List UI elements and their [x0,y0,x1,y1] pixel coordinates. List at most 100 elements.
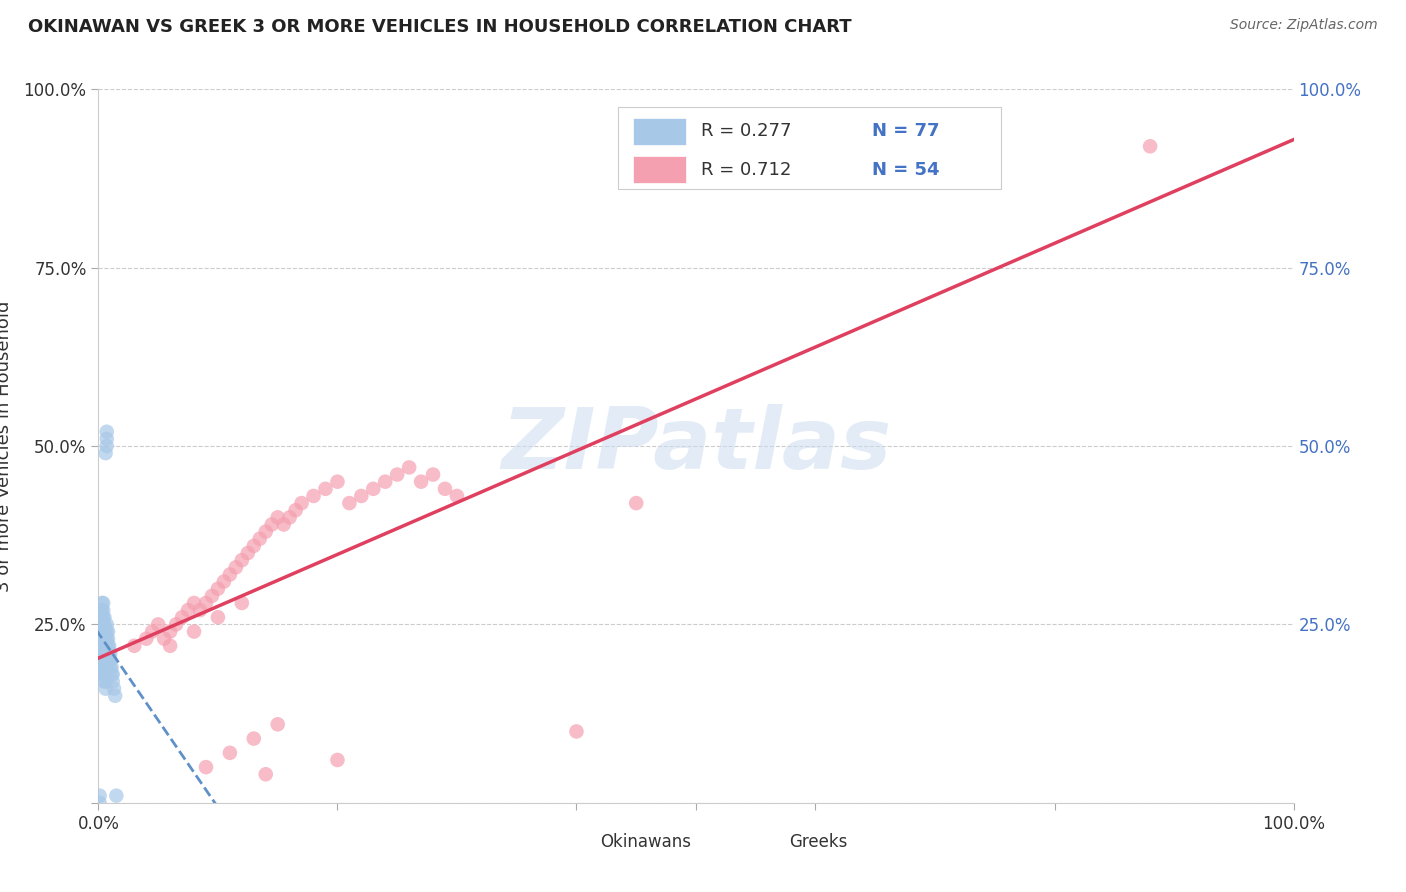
Point [565,724,588,739]
Point [1139,139,1161,153]
Point [105,789,128,803]
Point [91,603,114,617]
Point [89,632,111,646]
Point [260,517,283,532]
Point [101,667,124,681]
Text: Okinawans: Okinawans [600,833,692,851]
Point [94,653,117,667]
Point [89,646,111,660]
Point [104,689,127,703]
Point [90,653,112,667]
Point [231,553,253,567]
Point [249,532,271,546]
FancyBboxPatch shape [633,118,686,145]
Point [94,674,117,689]
Point [91,610,114,624]
Point [91,639,114,653]
Point [94,660,117,674]
Point [93,667,115,681]
Point [434,482,457,496]
Point [90,603,112,617]
Point [90,624,112,639]
Point [98,653,122,667]
Point [98,653,121,667]
Point [195,760,218,774]
Point [207,582,229,596]
Text: OKINAWAN VS GREEK 3 OR MORE VEHICLES IN HOUSEHOLD CORRELATION CHART: OKINAWAN VS GREEK 3 OR MORE VEHICLES IN … [28,18,852,36]
Point [188,603,211,617]
Point [243,731,266,746]
Point [96,632,118,646]
Point [101,674,124,689]
Point [183,624,205,639]
Point [326,475,349,489]
Point [97,624,120,639]
Point [91,653,114,667]
Point [446,489,468,503]
Point [100,660,122,674]
Point [291,496,314,510]
Point [96,639,118,653]
Point [165,617,187,632]
Point [93,624,115,639]
Point [94,639,117,653]
Point [93,660,115,674]
Point [236,546,259,560]
Point [195,596,218,610]
Point [96,617,118,632]
Point [93,653,115,667]
Point [91,603,114,617]
Point [97,632,120,646]
Point [91,660,114,674]
Point [273,517,295,532]
Point [219,567,242,582]
Point [124,639,146,653]
Point [100,667,122,681]
Text: N = 54: N = 54 [872,161,939,178]
Point [254,767,277,781]
Text: R = 0.712: R = 0.712 [700,161,792,178]
Point [97,639,120,653]
Point [94,646,117,660]
Point [94,681,117,696]
Point [219,746,242,760]
Point [91,596,114,610]
Point [267,717,290,731]
Point [254,524,277,539]
FancyBboxPatch shape [619,107,1001,189]
Point [302,489,325,503]
Point [225,560,247,574]
Point [93,632,115,646]
Point [91,639,114,653]
Point [103,681,125,696]
Point [93,646,115,660]
Point [159,639,181,653]
Point [93,610,115,624]
Point [141,624,163,639]
Point [89,639,111,653]
FancyBboxPatch shape [553,831,595,853]
Point [172,610,194,624]
Point [98,639,121,653]
Text: ZIPatlas: ZIPatlas [501,404,891,488]
Point [243,539,266,553]
Point [93,639,115,653]
FancyBboxPatch shape [633,156,686,184]
Point [385,467,409,482]
Point [98,646,122,660]
Point [89,624,111,639]
Point [97,646,120,660]
Point [93,617,115,632]
Point [91,617,114,632]
Text: Greeks: Greeks [789,833,848,851]
Point [626,496,648,510]
Point [89,789,111,803]
Point [91,610,114,624]
Point [90,632,112,646]
Y-axis label: 3 or more Vehicles in Household: 3 or more Vehicles in Household [0,301,13,591]
Point [91,632,114,646]
Point [89,796,111,810]
Point [91,624,114,639]
Point [278,510,301,524]
Point [148,617,170,632]
